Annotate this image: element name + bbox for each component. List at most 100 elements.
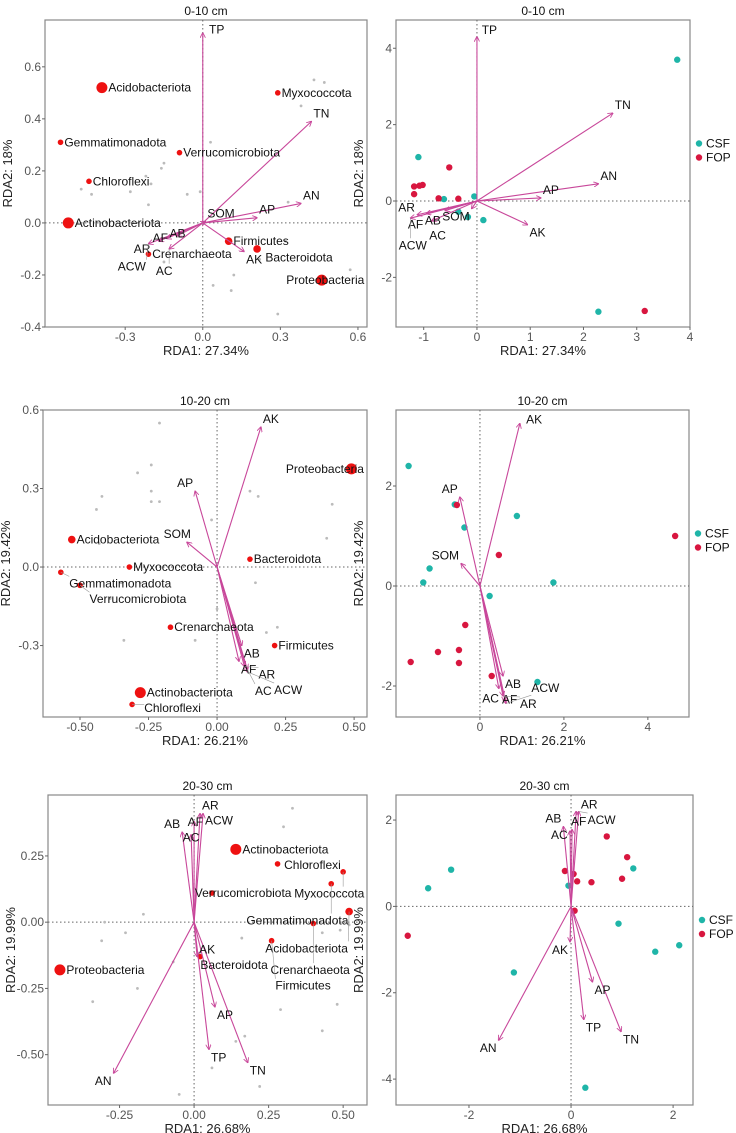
minor-taxon-point (312, 78, 316, 82)
y-tick-label: 0 (385, 899, 392, 913)
y-tick-label: 0.25 (21, 849, 45, 863)
plot-frame (44, 19, 368, 328)
legend-label: FOP (709, 927, 734, 941)
taxon-point (96, 82, 108, 94)
minor-taxon-point (136, 987, 139, 990)
minor-taxon-point (338, 928, 342, 932)
y-tick-label: 4 (385, 41, 392, 55)
env-vector-label: AB (164, 817, 180, 831)
y-tick-label: 0 (385, 194, 392, 208)
minor-taxon-point (79, 187, 83, 191)
sample-point-csf (513, 512, 521, 520)
env-vector-label: AC (255, 684, 272, 698)
sample-point-fop (641, 307, 648, 315)
taxon-label: Proteobacteria (286, 273, 364, 287)
sample-point-csf (674, 56, 681, 63)
y-axis-label: RDA2: 19.42% (351, 520, 366, 606)
sample-point-fop (404, 932, 411, 939)
y-tick-label: 0.3 (22, 482, 39, 496)
x-axis-label: RDA1: 26.68% (502, 1121, 588, 1133)
label-leader-line (271, 940, 276, 979)
minor-taxon-point (158, 500, 161, 504)
env-vector-arrow (479, 585, 506, 704)
minor-taxon-point (284, 239, 287, 243)
minor-taxon-point (149, 500, 153, 504)
taxon-point (345, 463, 357, 475)
legend-label: CSF (706, 137, 730, 151)
rda-panel-2: 0-10 cm RDA1: 27.34% RDA2: 18% -1 0 1 2 3 4 -2 0 2 4… (351, 4, 731, 358)
x-tick-label: 3 (633, 330, 640, 344)
x-tick-label: 2 (580, 330, 587, 344)
legend-dot-csf (695, 140, 703, 147)
taxon-label: Actinobacteriota (147, 686, 233, 700)
minor-taxon-point (149, 182, 153, 186)
label-leader-line (578, 811, 588, 814)
y-tick-label: -0.4 (20, 320, 41, 334)
label-leader-line (79, 585, 90, 593)
env-vector-label: ACW (274, 683, 303, 697)
env-vector-arrow (570, 811, 579, 907)
x-tick-label: 0.50 (331, 1108, 355, 1122)
legend-label: FOP (706, 151, 731, 165)
x-tick-label: 0.00 (182, 1108, 206, 1122)
minor-taxon-point (330, 502, 334, 506)
env-vector-arrow (461, 564, 481, 587)
sample-point-csf (676, 942, 683, 949)
env-vector-label: AR (398, 201, 415, 215)
x-tick-label: 2 (670, 1108, 677, 1122)
env-vector-label: AR (520, 697, 537, 711)
env-vector-label: AF (188, 815, 203, 829)
x-axis-label: RDA1: 26.21% (162, 733, 248, 748)
sample-point-fop (455, 646, 463, 654)
sample-point-csf (424, 885, 432, 892)
x-tick-label: 0.25 (257, 1108, 281, 1122)
x-tick-label: 1 (527, 330, 534, 344)
env-vector-arrow (410, 200, 478, 218)
minor-taxon-point (265, 631, 268, 634)
taxon-label: Myxococcota (294, 887, 364, 901)
taxon-point (253, 245, 261, 253)
env-vector-label: AF (153, 231, 168, 245)
taxon-label: Acidobacteriota (265, 941, 348, 955)
panel-title: 0-10 cm (184, 4, 227, 18)
env-vector-arrow (216, 566, 239, 661)
env-vector-arrow (476, 198, 541, 202)
label-leader-line (347, 911, 350, 942)
plot-frame (395, 794, 694, 1106)
y-tick-label: 0.2 (24, 164, 41, 178)
sample-point-csf (582, 1084, 589, 1091)
taxon-label: Crenarchaeota (152, 247, 232, 261)
label-leader-line (503, 695, 521, 698)
taxon-label: Myxococcota (282, 86, 352, 100)
sample-point-fop (623, 853, 631, 861)
x-tick-label: -1 (418, 330, 429, 344)
x-tick-label: -0.25 (106, 1108, 134, 1122)
sample-point-fop (435, 195, 442, 202)
minor-taxon-point (320, 931, 324, 935)
sample-point-csf (615, 920, 622, 927)
minor-taxon-point (128, 190, 132, 194)
minor-taxon-point (341, 91, 344, 95)
env-vector-label: ACW (531, 681, 560, 695)
minor-taxon-point (97, 542, 101, 545)
env-vector-arrow (148, 222, 203, 244)
minor-taxon-point (215, 607, 219, 611)
minor-taxon-point (335, 1002, 339, 1006)
y-axis-label: RDA2: 18% (351, 139, 366, 207)
minor-taxon-point (159, 166, 163, 170)
taxon-label: Gemmatimonadota (246, 913, 348, 927)
y-tick-label: 0 (385, 579, 392, 593)
legend-label: CSF (709, 913, 733, 927)
env-vector-label: AC (551, 828, 568, 842)
minor-taxon-point (286, 200, 290, 204)
env-vector-label: AP (543, 183, 559, 197)
plot-frame (395, 409, 690, 718)
y-tick-label: 2 (385, 813, 392, 827)
env-vector-label: AK (246, 253, 262, 267)
minor-taxon-point (209, 140, 212, 144)
sample-point-fop (410, 190, 418, 198)
sample-point-fop (434, 648, 442, 656)
env-vector-label: AP (259, 203, 275, 217)
env-vector-arrow (114, 921, 195, 1073)
taxon-label: Bacteroidota (254, 552, 322, 566)
